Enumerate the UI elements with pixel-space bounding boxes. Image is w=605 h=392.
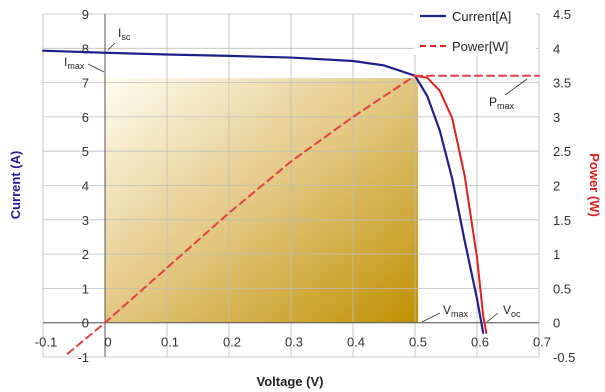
y-tick-label-right: 4.5: [553, 7, 571, 22]
legend-label-current: Current[A]: [452, 9, 511, 24]
y-tick-label-left: 3: [82, 213, 89, 228]
series-line-0: [41, 49, 485, 335]
max-power-rectangle: [105, 78, 419, 323]
x-axis-label: Voltage (V): [257, 374, 324, 389]
y-tick-label-right: 2.5: [553, 144, 571, 159]
y-tick-label-right: 3.5: [553, 76, 571, 91]
y-tick-label-right: 0.5: [553, 281, 571, 296]
axes: [43, 14, 539, 357]
y-tick-label-right: 1: [553, 247, 560, 262]
x-tick-label: 0.3: [285, 335, 303, 350]
series-lines: [41, 49, 540, 355]
x-tick-label: 0.4: [347, 335, 365, 350]
y-tick-label-left: 8: [82, 41, 89, 56]
annotation-isc: Isc: [107, 26, 131, 51]
y-tick-label-left: 0: [82, 316, 89, 331]
svg-text:Pmax: Pmax: [489, 95, 515, 111]
y-tick-label-left: 7: [82, 76, 89, 91]
svg-text:Isc: Isc: [118, 26, 131, 42]
y-tick-label-left: 6: [82, 110, 89, 125]
tick-labels: -0.1 0 0.1 0.2 0.3 0.4 0.5 0.6 0.7 -1 0 1 2 3 4 5 6 7 8 9 -0…: [35, 7, 576, 365]
series-line-1: [414, 74, 488, 334]
x-tick-label: -0.1: [35, 335, 57, 350]
y-tick-label-right: 3: [553, 110, 560, 125]
y-tick-label-left: 2: [82, 247, 89, 262]
x-tick-label: 0.1: [161, 335, 179, 350]
svg-text:Voc: Voc: [503, 303, 521, 319]
y-tick-label-left: 5: [82, 144, 89, 159]
annotation-vmax: Vmax: [421, 303, 469, 323]
y-axis-label-right: Power (W): [587, 153, 602, 217]
y-tick-label-left: -1: [77, 350, 89, 365]
annotation-pmax: Pmax: [489, 78, 528, 111]
svg-text:Imax: Imax: [64, 55, 85, 71]
svg-text:Vmax: Vmax: [443, 303, 469, 319]
annotation-imax: Imax: [64, 55, 105, 73]
y-tick-label-right: 0: [553, 316, 560, 331]
y-tick-label-right: 1.5: [553, 213, 571, 228]
x-tick-label: 0.2: [223, 335, 241, 350]
y-tick-label-left: 4: [82, 179, 89, 194]
y-tick-label-left: 9: [82, 7, 89, 22]
legend-label-power: Power[W]: [452, 39, 508, 54]
y-tick-label-right: -0.5: [553, 350, 575, 365]
series-line-2: [66, 74, 416, 355]
y-tick-label-left: 1: [82, 281, 89, 296]
annotation-voc: Voc: [486, 303, 521, 323]
legend: Current[A] Power[W]: [414, 5, 536, 55]
y-axis-label-left: Current (A): [8, 151, 23, 220]
y-tick-label-right: 2: [553, 179, 560, 194]
x-tick-label: 0.5: [409, 335, 427, 350]
y-tick-label-right: 4: [553, 41, 560, 56]
x-tick-label: 0.7: [533, 335, 551, 350]
x-tick-label: 0.6: [471, 335, 489, 350]
x-tick-label: 0: [104, 335, 111, 350]
